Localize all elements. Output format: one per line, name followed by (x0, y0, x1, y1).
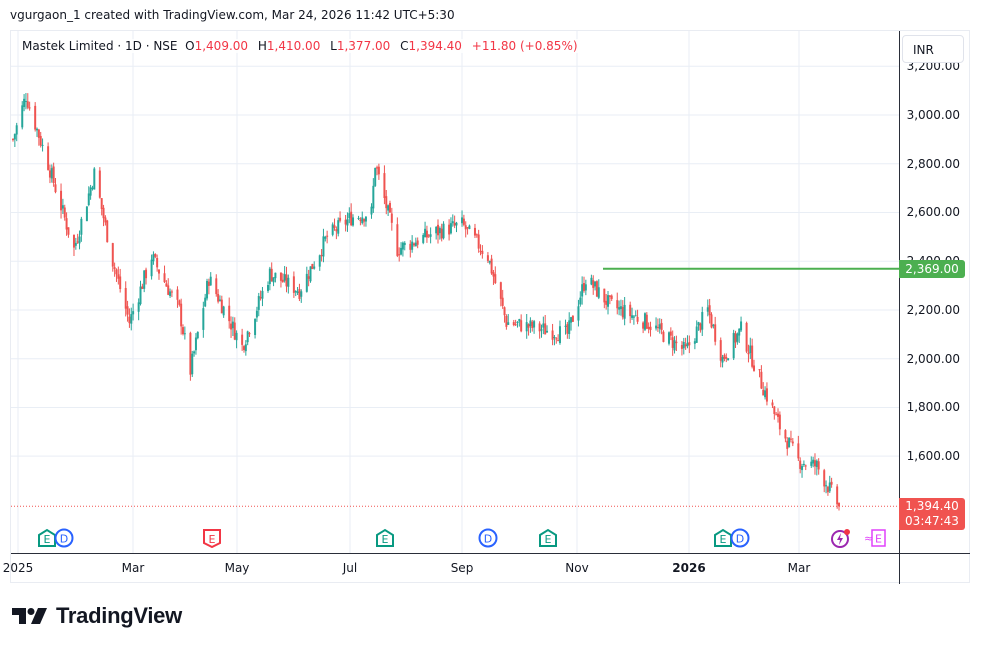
time-tick: 2026 (672, 561, 706, 575)
time-tick: May (224, 561, 250, 575)
time-tick: Nov (565, 561, 589, 575)
horizontal-line-price-label: 2,369.00 (899, 260, 965, 278)
chart-frame: Mastek Limited · 1D · NSE O1,409.00 H1,4… (3, 30, 970, 584)
time-tick: Mar (787, 561, 811, 575)
bar-countdown: 03:47:43 (905, 514, 959, 528)
time-tick: 2025 (2, 561, 34, 575)
tradingview-logo-text: TradingView (56, 603, 182, 628)
svg-text:D: D (60, 533, 68, 546)
time-tick: Sep (450, 561, 474, 575)
change-value: +11.80 (+0.85%) (471, 39, 578, 53)
low-value: 1,377.00 (336, 39, 391, 53)
open-value: 1,409.00 (194, 39, 249, 53)
price-tick: 2,800.00 (906, 156, 960, 171)
high-value: 1,410.00 (266, 39, 321, 53)
last-price-label: 1,394.40 03:47:43 (899, 498, 965, 530)
svg-text:D: D (736, 533, 744, 546)
ohlc-legend: Mastek Limited · 1D · NSE O1,409.00 H1,4… (20, 39, 586, 53)
svg-text:E: E (44, 533, 51, 546)
symbol-name[interactable]: Mastek Limited · 1D · NSE (22, 39, 178, 53)
earnings-icon[interactable]: E (202, 528, 222, 548)
time-tick: Jul (342, 561, 358, 575)
axis-corner (899, 553, 970, 584)
svg-text:D: D (484, 533, 492, 546)
price-tick: 2,600.00 (906, 205, 960, 220)
price-axis[interactable]: 3,200.003,000.002,800.002,600.002,400.00… (899, 31, 970, 553)
svg-text:E: E (382, 533, 389, 546)
earnings-icon[interactable]: E (538, 528, 558, 548)
svg-text:E: E (209, 533, 216, 546)
time-tick: Mar (121, 561, 145, 575)
dividend-icon[interactable]: D (54, 528, 74, 548)
price-tick: 1,600.00 (906, 449, 960, 464)
dividend-icon[interactable]: D (730, 528, 750, 548)
svg-text:≈: ≈ (864, 532, 873, 545)
candlestick-chart (11, 31, 899, 553)
price-tick: 2,000.00 (906, 351, 960, 366)
currency-button[interactable]: INR (902, 35, 964, 63)
close-value: 1,394.40 (408, 39, 462, 53)
svg-text:E: E (545, 533, 552, 546)
time-axis[interactable]: 2025 Mar May Jul Sep Nov 2026 Mar (3, 553, 899, 584)
svg-text:E: E (875, 533, 882, 546)
dividend-icon[interactable]: D (478, 528, 498, 548)
tradingview-logo-icon (12, 608, 47, 624)
chart-caption: vgurgaon_1 created with TradingView.com,… (10, 8, 455, 22)
upcoming-earnings-icon[interactable]: ≈ E (863, 528, 886, 548)
price-tick: 2,200.00 (906, 302, 960, 317)
last-price-value: 1,394.40 (905, 499, 959, 513)
price-pane[interactable]: Mastek Limited · 1D · NSE O1,409.00 H1,4… (11, 31, 899, 553)
svg-text:E: E (720, 533, 727, 546)
price-tick: 1,800.00 (906, 400, 960, 415)
price-tick: 3,000.00 (906, 108, 960, 122)
flash-news-icon[interactable] (830, 528, 850, 548)
earnings-icon[interactable]: E (375, 528, 395, 548)
tradingview-logo[interactable]: TradingView (12, 603, 182, 629)
